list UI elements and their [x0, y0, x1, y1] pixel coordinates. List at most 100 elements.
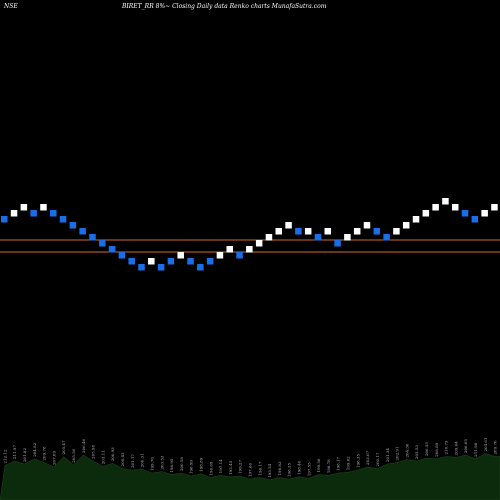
price-label: 205.50 [71, 448, 76, 462]
price-label: 196.17 [257, 461, 262, 475]
renko-brick [491, 204, 498, 211]
renko-brick [148, 258, 155, 265]
price-label: 203.53 [159, 455, 164, 469]
volume-area-layer [0, 453, 500, 500]
renko-brick [59, 216, 67, 223]
price-label: 201.17 [130, 454, 135, 468]
renko-brick [344, 234, 351, 241]
renko-brick [363, 222, 371, 229]
renko-brick [442, 198, 449, 205]
volume-area [0, 453, 500, 500]
price-label: 207.09 [51, 451, 56, 465]
renko-brick [275, 228, 283, 235]
renko-brick [1, 216, 8, 223]
price-label: 199.62 [345, 456, 350, 470]
price-label: 211.98 [473, 442, 478, 456]
price-label: 198.46 [296, 460, 301, 474]
price-label: 200.45 [120, 452, 125, 466]
price-label: 198.78 [326, 459, 331, 473]
price-label: 195.54 [267, 463, 272, 477]
renko-brick [353, 228, 361, 235]
renko-brick [432, 204, 439, 211]
price-label: 209.70 [493, 440, 498, 454]
chart-title: BIRET_RR 8%~ Closing Daily data Renko ch… [121, 3, 327, 10]
price-label: 200.93 [110, 447, 115, 461]
renko-brick [236, 252, 243, 259]
price-label: 206.55 [424, 442, 429, 456]
price-label: 196.99 [189, 460, 194, 474]
renko-brick [226, 246, 233, 253]
renko-brick [402, 222, 410, 229]
price-label: 198.17 [336, 457, 341, 471]
renko-brick [187, 258, 194, 265]
renko-brick [334, 240, 341, 247]
price-label: 199.56 [316, 458, 321, 472]
price-label: 205.98 [91, 445, 96, 459]
price-label: 203.07 [365, 451, 370, 465]
renko-brick [89, 234, 96, 241]
renko-brick [451, 204, 459, 211]
price-label: 206.65 [463, 439, 468, 453]
price-label: 200.31 [140, 453, 145, 467]
price-label: 197.14 [218, 459, 223, 473]
renko-brick [295, 228, 302, 235]
renko-brick [461, 210, 469, 217]
renko-brick [167, 258, 175, 265]
renko-brick [118, 252, 126, 259]
price-label: 201.82 [22, 448, 27, 462]
renko-brick [285, 222, 292, 229]
price-label: 211.97 [12, 445, 17, 459]
price-label: 203.11 [100, 450, 105, 464]
bricks-layer [1, 198, 498, 271]
renko-brick [314, 234, 322, 241]
renko-brick [138, 264, 145, 271]
price-label: 204.30 [404, 443, 409, 457]
price-label: 197.66 [248, 463, 253, 477]
price-label: 199.76 [150, 457, 155, 471]
renko-brick [383, 234, 390, 241]
price-label: 205.53 [414, 445, 419, 459]
price-label: 204.82 [32, 442, 37, 456]
price-label: 199.27 [238, 460, 243, 474]
renko-brick [216, 252, 224, 259]
renko-brick [69, 222, 77, 229]
renko-brick [20, 204, 28, 211]
renko-brick [128, 258, 135, 265]
renko-brick [177, 252, 184, 259]
price-label: 197.55 [306, 462, 311, 476]
renko-brick [481, 210, 488, 217]
price-label: 202.91 [395, 447, 400, 461]
renko-brick [30, 210, 37, 217]
renko-brick [108, 246, 116, 253]
price-label: 212.12 [2, 449, 7, 463]
price-label: 196.83 [277, 461, 282, 475]
price-label: 198.95 [169, 458, 174, 472]
renko-brick [10, 210, 18, 217]
price-label: 201.34 [385, 448, 390, 462]
price-label: 205.47 [61, 440, 66, 454]
price-label: 200.58 [179, 457, 184, 471]
renko-brick [40, 204, 47, 211]
renko-brick [265, 234, 273, 241]
renko-brick [79, 228, 86, 235]
renko-brick [304, 228, 312, 235]
renko-brick [255, 240, 263, 247]
renko-brick [206, 258, 214, 265]
renko-brick [412, 216, 420, 223]
renko-brick [99, 240, 106, 247]
renko-brick [373, 228, 381, 235]
renko-brick [157, 264, 165, 271]
price-label: 196.35 [287, 463, 292, 477]
exchange-label: NSE [3, 3, 18, 10]
price-label: 204.61 [483, 438, 488, 452]
price-label: 206.46 [81, 439, 86, 453]
price-label: 198.89 [198, 457, 203, 471]
price-label: 200.17 [375, 452, 380, 466]
price-label: 196.69 [208, 461, 213, 475]
price-labels-layer: 212.12 211.97 201.82 204.82 209.78 207.09 205.… [2, 438, 497, 478]
price-label: 198.35 [355, 454, 360, 468]
renko-brick [422, 210, 430, 217]
price-label: 208.89 [434, 442, 439, 456]
price-label: 195.45 [228, 460, 233, 474]
